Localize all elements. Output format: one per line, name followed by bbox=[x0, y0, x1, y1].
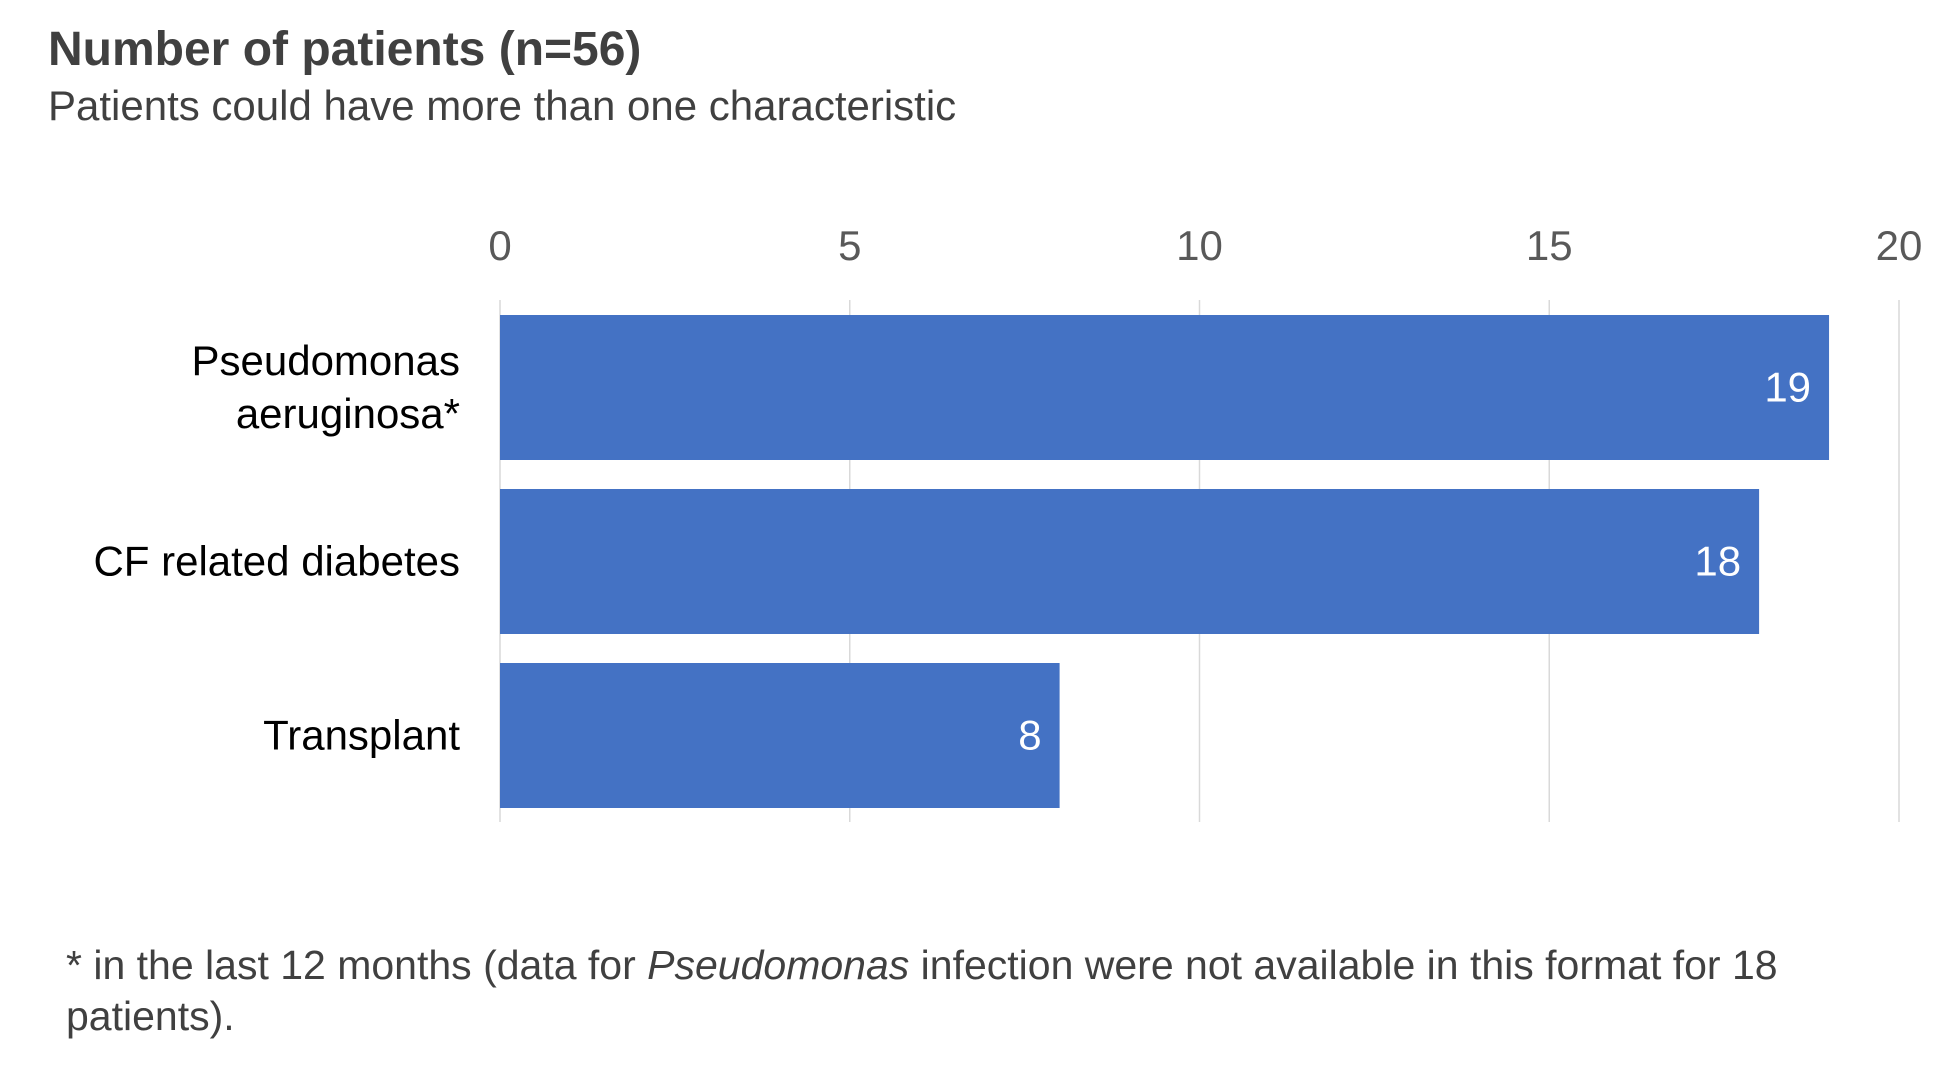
x-tick-label-1: 5 bbox=[838, 222, 861, 269]
category-label-0-line-1: aeruginosa* bbox=[236, 390, 460, 437]
footnote-text-end: infection were not available in this for… bbox=[66, 942, 1778, 1039]
x-tick-label-2: 10 bbox=[1176, 222, 1223, 269]
footnote-text-start: * in the last 12 months (data for bbox=[66, 942, 648, 988]
category-label-0-line-0: Pseudomonas bbox=[191, 337, 460, 384]
x-tick-label-3: 15 bbox=[1526, 222, 1573, 269]
bar-value-label-0: 19 bbox=[1764, 364, 1811, 411]
x-tick-label-0: 0 bbox=[488, 222, 511, 269]
category-label-2: Transplant bbox=[263, 712, 460, 759]
chart-title: Number of patients (n=56) bbox=[48, 23, 642, 76]
category-label-1: CF related diabetes bbox=[93, 538, 460, 585]
x-tick-label-4: 20 bbox=[1876, 222, 1923, 269]
bar-1 bbox=[500, 489, 1760, 634]
footnote-italic-term: Pseudomonas bbox=[647, 942, 910, 988]
bar-chart: 0 5 10 15 20 19 Pseudomonas aeruginosa* 18 CF rel… bbox=[93, 222, 1923, 822]
footnote: * in the last 12 months (data for Pseudo… bbox=[66, 940, 1916, 1042]
bar-0 bbox=[500, 315, 1830, 460]
bar-2 bbox=[500, 663, 1060, 808]
chart-subtitle: Patients could have more than one charac… bbox=[48, 82, 957, 129]
bar-value-label-1: 18 bbox=[1694, 538, 1741, 585]
bar-value-label-2: 8 bbox=[1018, 712, 1041, 759]
